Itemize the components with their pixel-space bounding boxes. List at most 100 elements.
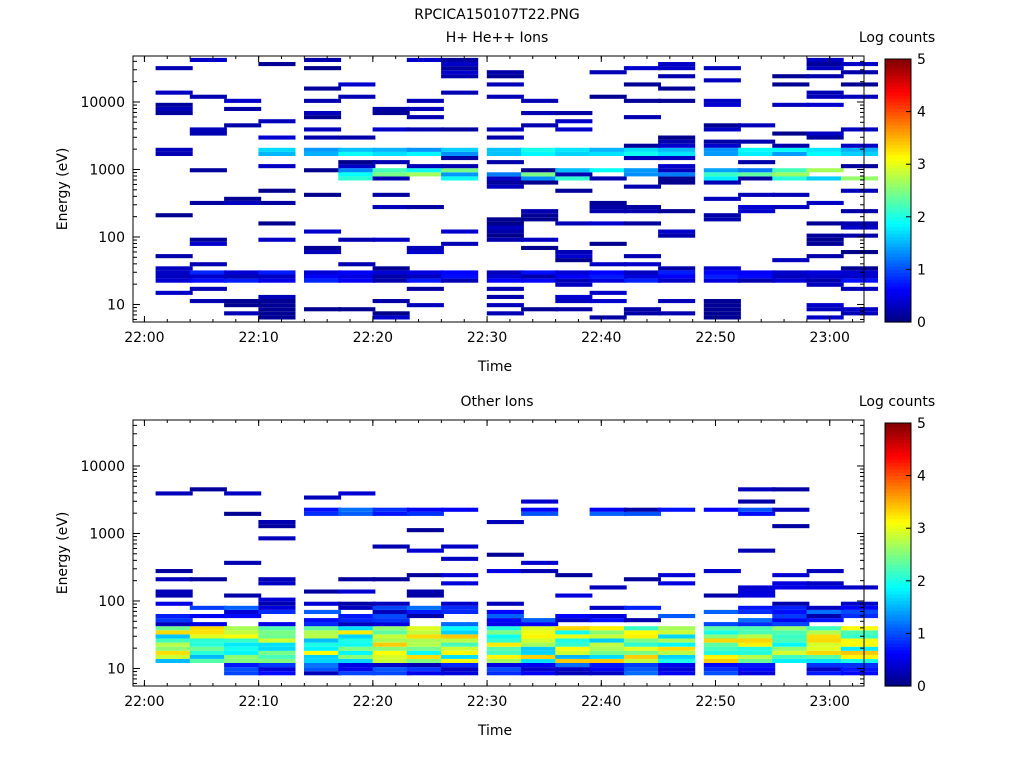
heatmap-cell xyxy=(555,250,593,255)
x-axis-label: Time xyxy=(477,723,512,739)
heatmap-cell xyxy=(406,303,444,308)
colorbar-segment xyxy=(885,455,911,460)
colorbar-segment xyxy=(885,656,911,661)
heatmap-cell xyxy=(738,270,776,275)
panel-other-ions: Other Ions 22:00 22:10 22:20 22:30 22:40 22:5… xyxy=(55,394,935,739)
heatmap-cell xyxy=(189,94,227,99)
heatmap-cell xyxy=(658,663,696,668)
heatmap-cell xyxy=(224,654,262,659)
heatmap-cell xyxy=(189,654,227,659)
heatmap-cell xyxy=(555,188,593,193)
heatmap-cell xyxy=(486,622,524,627)
heatmap-cell xyxy=(658,180,696,185)
heatmap-cell xyxy=(486,634,524,639)
heatmap-cell xyxy=(623,115,661,120)
colorbar-segment xyxy=(885,547,911,552)
x-tick-label: 23:00 xyxy=(810,330,850,346)
heatmap-cell xyxy=(486,650,524,655)
heatmap-cell xyxy=(806,135,844,140)
heatmap-cell xyxy=(521,663,559,668)
heatmap-cell xyxy=(338,630,376,635)
heatmap-cell xyxy=(486,667,524,672)
heatmap-cell xyxy=(840,188,878,193)
colorbar-segment xyxy=(885,295,911,300)
colorbar-segment xyxy=(885,82,911,86)
heatmap-cell xyxy=(406,638,444,643)
colorbar-segment xyxy=(885,653,911,658)
heatmap-cell xyxy=(155,614,193,619)
colorbar-tick-label: 3 xyxy=(917,157,926,173)
heatmap-cell xyxy=(806,638,844,643)
heatmap-cell xyxy=(658,98,696,103)
heatmap-cell xyxy=(840,82,878,87)
heatmap-cell xyxy=(258,294,296,299)
heatmap-cell xyxy=(589,278,627,283)
heatmap-cell xyxy=(406,654,444,659)
colorbar-label: Log counts xyxy=(859,30,935,46)
colorbar-segment xyxy=(885,206,911,211)
heatmap-cell xyxy=(338,654,376,659)
heatmap-cell xyxy=(772,102,810,107)
heatmap-cell xyxy=(521,667,559,672)
heatmap-cell xyxy=(772,270,810,275)
heatmap-cell xyxy=(703,311,741,316)
heatmap-cell xyxy=(623,262,661,267)
heatmap-cell xyxy=(589,658,627,663)
heatmap-cell xyxy=(658,135,696,140)
heatmap-cell xyxy=(658,638,696,643)
colorbar-segment xyxy=(885,298,911,303)
colorbar-segment xyxy=(885,488,911,493)
x-tick-label: 22:40 xyxy=(581,694,621,710)
heatmap-cell xyxy=(738,650,776,655)
heatmap-cell xyxy=(372,642,410,647)
heatmap-cell xyxy=(806,102,844,107)
panel-title: Other Ions xyxy=(460,394,533,410)
heatmap-cell xyxy=(441,127,479,132)
colorbar-segment xyxy=(885,528,911,533)
colorbar-segment xyxy=(885,446,911,450)
heatmap-cell xyxy=(406,548,444,553)
heatmap-cell xyxy=(555,299,593,304)
heatmap-cell xyxy=(806,671,844,676)
colorbar-segment xyxy=(885,432,911,437)
heatmap-cell xyxy=(623,667,661,672)
heatmap-cell xyxy=(623,278,661,283)
heatmap-cell xyxy=(304,168,342,173)
heatmap-cell xyxy=(258,274,296,279)
heatmap-cell xyxy=(658,147,696,152)
heatmap-cell xyxy=(806,270,844,275)
heatmap-cell xyxy=(589,315,627,320)
heatmap-cell xyxy=(521,658,559,663)
heatmap-cell xyxy=(840,642,878,647)
heatmap-cell xyxy=(772,626,810,631)
heatmap-cell xyxy=(406,164,444,169)
heatmap-cell xyxy=(806,94,844,99)
heatmap-cell xyxy=(304,147,342,152)
heatmap-cell xyxy=(406,626,444,631)
heatmap-cell xyxy=(372,192,410,197)
heatmap-cell xyxy=(155,290,193,295)
colorbar-segment xyxy=(885,584,911,588)
heatmap-cell xyxy=(840,62,878,67)
heatmap-cell xyxy=(372,671,410,676)
heatmap-cell xyxy=(623,172,661,177)
heatmap-cell xyxy=(189,274,227,279)
colorbar-segment xyxy=(885,613,911,618)
heatmap-cell xyxy=(806,233,844,238)
heatmap-cell xyxy=(521,622,559,627)
heatmap-cell xyxy=(703,217,741,222)
heatmap-cell xyxy=(840,663,878,668)
heatmap-cell xyxy=(772,658,810,663)
colorbar-segment xyxy=(885,577,911,582)
heatmap-cell xyxy=(772,601,810,606)
heatmap-cell xyxy=(589,618,627,623)
heatmap-cell xyxy=(304,622,342,627)
heatmap-cell xyxy=(338,172,376,177)
heatmap-cell xyxy=(486,654,524,659)
heatmap-cell xyxy=(703,102,741,107)
heatmap-cell xyxy=(658,626,696,631)
y-axis-label: Energy (eV) xyxy=(55,512,71,595)
heatmap-cell xyxy=(338,658,376,663)
heatmap-cell xyxy=(486,520,524,525)
